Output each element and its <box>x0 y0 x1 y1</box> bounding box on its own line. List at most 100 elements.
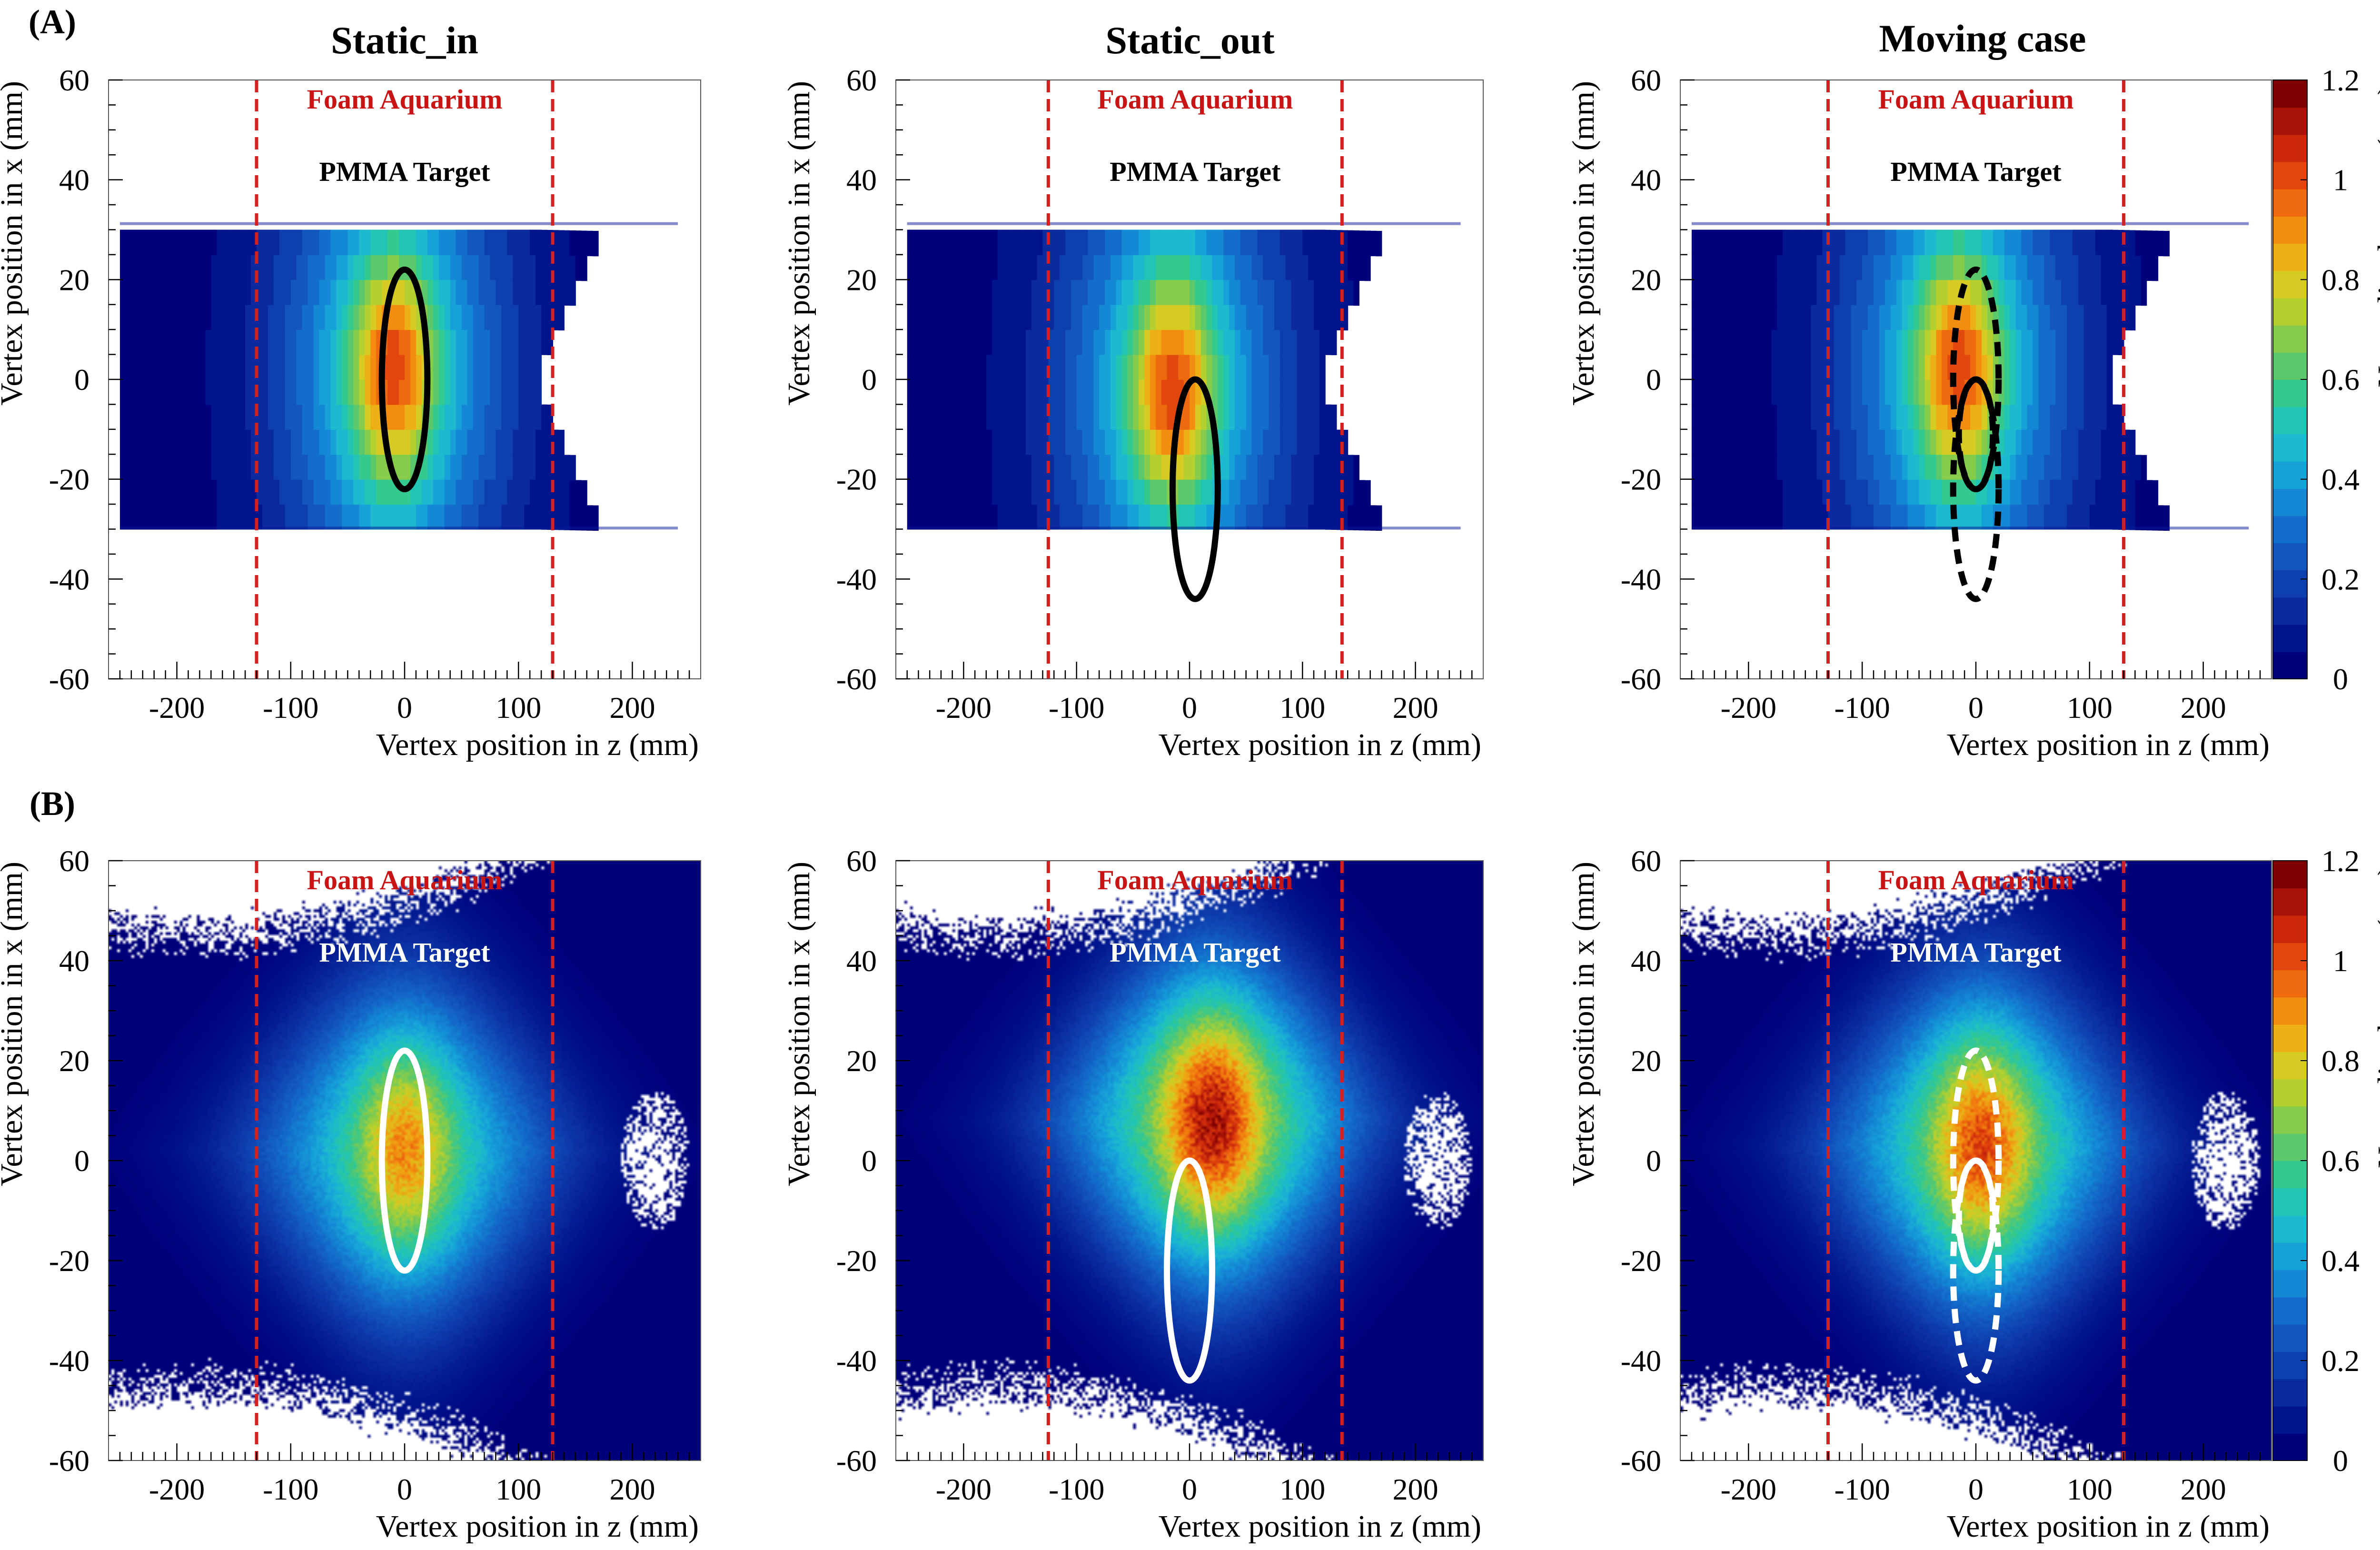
y-tick-label: 60 <box>1631 844 1661 878</box>
pmma-target-label: PMMA Target <box>319 937 490 968</box>
foam-aquarium-label: Foam Aquarium <box>307 84 503 115</box>
x-tick-label: 100 <box>496 1472 541 1506</box>
y-tick-label: -60 <box>836 1444 877 1478</box>
colorbar-swatch <box>2273 1270 2307 1298</box>
colorbar-swatch <box>2273 624 2307 652</box>
y-tick-label: 0 <box>862 1144 877 1178</box>
y-tick-label: -20 <box>49 1244 89 1278</box>
target-ellipse <box>378 266 431 493</box>
y-axis-label: Vertex position in x (mm) <box>782 81 816 406</box>
colorbar-swatch <box>2273 1215 2307 1243</box>
y-tick-label: 0 <box>862 363 877 397</box>
y-tick-label: 20 <box>1631 263 1661 297</box>
colorbar-tick-label: 0.4 <box>2321 463 2360 497</box>
y-tick-label: 20 <box>59 263 89 297</box>
colorbar-swatch <box>2273 161 2307 189</box>
row-label-b: (B) <box>30 785 75 823</box>
foam-aquarium-label: Foam Aquarium <box>1878 84 2074 115</box>
x-tick-label: -100 <box>1834 691 1890 725</box>
y-tick-label: -60 <box>49 662 89 696</box>
pmma-target-label: PMMA Target <box>1110 937 1281 968</box>
heatmap <box>907 222 1461 531</box>
target-ellipse <box>378 1047 431 1274</box>
colorbar-swatch <box>2273 407 2307 435</box>
colorbar-tick-label: 0.4 <box>2321 1244 2360 1278</box>
y-tick-label: -20 <box>1621 1244 1661 1278</box>
pmma-target-label: PMMA Target <box>1890 156 2062 187</box>
colorbar-swatch <box>2273 1106 2307 1134</box>
y-tick-label: 60 <box>846 63 877 97</box>
x-tick-label: 0 <box>1968 1472 1983 1506</box>
colorbar-swatch <box>2273 379 2307 407</box>
y-axis-label: Vertex position in x (mm) <box>0 81 29 406</box>
column-title-moving-case: Moving case <box>1879 17 2086 60</box>
target-ellipse <box>1950 266 2002 493</box>
y-tick-label: -40 <box>1621 1344 1661 1378</box>
colorbar: 1.2 1 0.8 0.6 0.4 0.2 0 Normalized counts (a.u.… <box>2272 844 2380 1478</box>
colorbar-swatch <box>2273 1297 2307 1325</box>
colorbar-swatch <box>2273 1433 2307 1461</box>
colorbar-tick-label: 0 <box>2333 1444 2348 1478</box>
colorbar-swatch <box>2273 888 2307 916</box>
colorbar-label: Normalized counts (a.u.) <box>2371 865 2380 1168</box>
y-axis-label: Vertex position in x (mm) <box>0 862 29 1186</box>
colorbar-swatch <box>2273 1024 2307 1052</box>
colorbar-swatch <box>2273 488 2307 516</box>
x-tick-label: 0 <box>397 1472 412 1506</box>
colorbar-swatch <box>2273 134 2307 162</box>
pmma-target-label: PMMA Target <box>1110 156 1281 187</box>
colorbar-swatch <box>2273 1242 2307 1271</box>
colorbar-swatch <box>2273 107 2307 135</box>
x-tick-label: 0 <box>1182 1472 1197 1506</box>
y-tick-label: -20 <box>49 463 89 497</box>
row-label-a: (A) <box>29 3 76 41</box>
y-tick-label: -20 <box>1621 463 1661 497</box>
colorbar-swatch <box>2273 861 2307 889</box>
colorbar-swatch <box>2273 1406 2307 1434</box>
y-tick-label: 20 <box>846 1044 877 1078</box>
x-tick-label: 200 <box>1393 1472 1438 1506</box>
foam-aquarium-label: Foam Aquarium <box>1097 84 1293 115</box>
x-axis-label: Vertex position in z (mm) <box>376 727 699 762</box>
colorbar-label: Normalized counts (a.u.) <box>2371 85 2380 388</box>
y-tick-label: -60 <box>836 662 877 696</box>
y-tick-label: 0 <box>74 1144 89 1178</box>
colorbar-swatch <box>2273 543 2307 571</box>
colorbar-swatch <box>2273 243 2307 271</box>
x-tick-label: 200 <box>609 691 655 725</box>
y-tick-label: -40 <box>836 1344 877 1378</box>
x-tick-label: -100 <box>1049 1472 1104 1506</box>
colorbar-tick-label: 1 <box>2333 944 2348 978</box>
x-tick-label: 0 <box>1182 691 1197 725</box>
colorbar-tick-label: 0.2 <box>2321 562 2360 596</box>
y-tick-label: 40 <box>1631 163 1661 197</box>
colorbar-swatch <box>2273 1079 2307 1107</box>
colorbar-swatch <box>2273 1379 2307 1407</box>
colorbar-swatch <box>2273 570 2307 598</box>
heatmap <box>109 861 701 1461</box>
y-tick-label: 40 <box>59 163 89 197</box>
colorbar-swatch <box>2273 216 2307 244</box>
x-tick-label: -200 <box>936 691 992 725</box>
x-tick-label: 200 <box>2181 1472 2226 1506</box>
x-tick-label: 0 <box>1968 691 1983 725</box>
colorbar-swatch <box>2273 1133 2307 1161</box>
y-tick-label: 0 <box>74 363 89 397</box>
y-tick-label: 60 <box>846 844 877 878</box>
colorbar-swatch <box>2273 1051 2307 1080</box>
x-tick-label: -100 <box>263 691 318 725</box>
x-axis-label: Vertex position in z (mm) <box>1947 727 2270 762</box>
y-axis-label: Vertex position in x (mm) <box>782 862 816 1186</box>
x-axis-label: Vertex position in z (mm) <box>1159 1509 1481 1544</box>
y-tick-label: 40 <box>1631 944 1661 978</box>
y-axis-label: Vertex position in x (mm) <box>1566 81 1601 406</box>
y-tick-label: 0 <box>1646 1144 1661 1178</box>
x-axis-label: Vertex position in z (mm) <box>376 1509 699 1544</box>
x-tick-label: 100 <box>496 691 541 725</box>
target-ellipse <box>1164 1157 1215 1384</box>
